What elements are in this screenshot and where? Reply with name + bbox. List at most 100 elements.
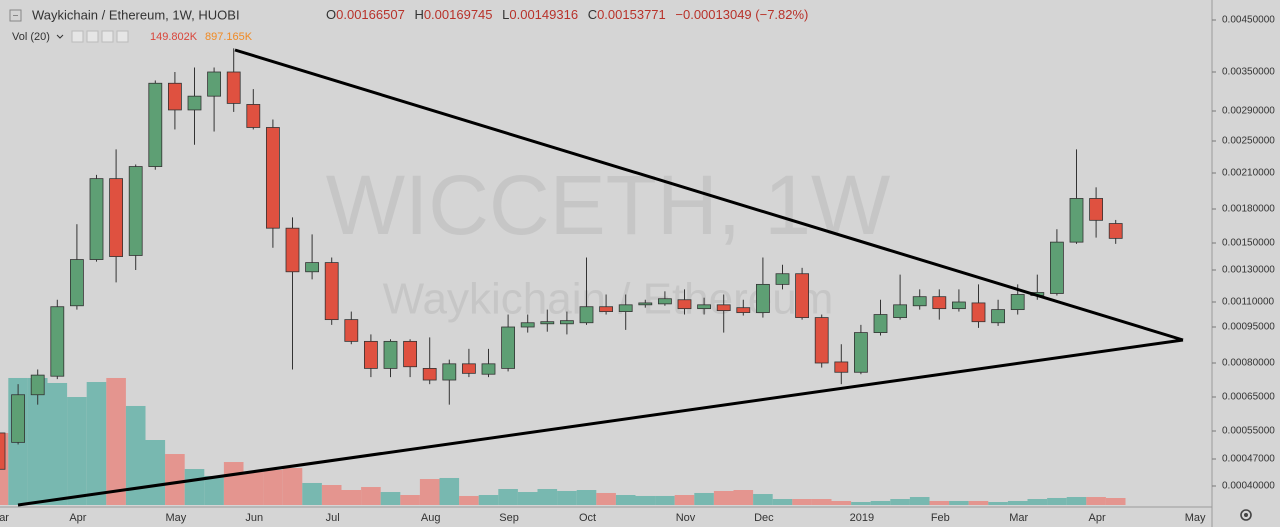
y-axis: 0.00450000 0.00350000 0.00290000 0.00250000…: [1212, 15, 1275, 492]
volume-bar: [361, 487, 381, 505]
candle-body: [618, 304, 633, 312]
candle-body: [305, 262, 320, 273]
volume-bar: [184, 469, 205, 505]
candle-body: [501, 326, 516, 369]
volume-bar: [321, 485, 342, 505]
volume-bar: [1047, 497, 1067, 505]
x-axis: Mar Apr May Jun Jul Aug Sep Oct Nov Dec 2019 Feb Mar…: [0, 512, 1206, 524]
volume-bar: [282, 467, 303, 505]
volume-bar: [596, 492, 616, 505]
candle-body: [599, 306, 613, 312]
candle-body: [795, 273, 809, 318]
candle-body: [70, 259, 84, 307]
candle-body: [383, 340, 398, 369]
candle-body: [638, 302, 653, 306]
volume-bar: [400, 495, 420, 505]
x-tick-label: Nov: [676, 512, 696, 524]
volume-bar: [302, 482, 322, 505]
volume-bar: [498, 489, 518, 505]
candle-body: [226, 71, 241, 104]
candle-body: [128, 166, 143, 256]
volume-bar: [1105, 497, 1126, 505]
ohlc-label: O: [326, 7, 336, 22]
y-tick-label: 0.00065000: [1222, 392, 1275, 403]
ohlc-value: 0.00166507: [336, 7, 405, 22]
dropdown-icon[interactable]: [56, 34, 64, 39]
y-tick-label: 0.00080000: [1222, 358, 1275, 369]
ohlc-value: 0.00149316: [509, 7, 578, 22]
chart-title: Waykichain / Ethereum, 1W, HUOBI: [32, 7, 240, 22]
y-tick-label: 0.00210000: [1222, 168, 1275, 179]
candle-body: [520, 322, 535, 328]
ohlc-value: 0.00153771: [597, 7, 666, 22]
volume-bar: [576, 490, 597, 505]
x-tick-label: Apr: [69, 512, 86, 524]
volume-bar: [968, 500, 989, 505]
volume-bar: [439, 477, 460, 505]
volume-bar: [674, 495, 695, 505]
candle-body: [697, 304, 711, 310]
y-tick-label: 0.00450000: [1222, 15, 1275, 26]
y-tick-label: 0.00350000: [1222, 67, 1275, 78]
candle-body: [716, 304, 731, 311]
x-tick-label: 2019: [850, 512, 874, 524]
candle-body: [11, 394, 26, 443]
x-tick-label: Aug: [421, 512, 441, 524]
volume-bar: [831, 500, 852, 505]
watermark: WICCETH, 1W: [326, 158, 891, 252]
settings-icon[interactable]: [1240, 509, 1252, 521]
x-tick-label: Jul: [326, 512, 340, 524]
volume-bar: [1007, 500, 1028, 505]
candle-body: [1089, 198, 1103, 221]
volume-last: 149.802K: [150, 31, 198, 43]
volume-bar: [733, 490, 754, 505]
icon[interactable]: [86, 30, 99, 43]
volume-bar: [478, 495, 499, 505]
y-tick-label: 0.00250000: [1222, 136, 1275, 147]
collapse-icon[interactable]: [9, 9, 22, 22]
candle-body: [324, 262, 339, 321]
candle-body: [403, 340, 418, 368]
volume-label: Vol (20): [12, 31, 50, 43]
volume-bar: [204, 475, 224, 505]
y-tick-label: 0.00047000: [1222, 454, 1275, 465]
candle-body: [461, 363, 476, 374]
volume-bar: [517, 492, 538, 505]
volume-bar: [47, 382, 68, 505]
volume-bar: [792, 499, 812, 505]
icon[interactable]: [101, 30, 114, 43]
price-axis: [1212, 0, 1280, 527]
candle-body: [0, 432, 6, 470]
y-tick-label: 0.00110000: [1222, 297, 1275, 308]
ohlc-value: 0.00169745: [424, 7, 493, 22]
volume-bar: [615, 495, 636, 505]
x-tick-label: Oct: [579, 512, 596, 524]
ohlc-label: C: [588, 7, 597, 22]
x-tick-label: Mar: [0, 512, 9, 524]
volume-bar: [419, 479, 440, 505]
candle-body: [50, 306, 65, 377]
volume-bar: [86, 382, 107, 505]
candle-body: [756, 283, 770, 313]
volume-bar: [890, 499, 910, 505]
icon[interactable]: [116, 30, 129, 43]
volume-bar: [753, 494, 773, 505]
candle-body: [873, 314, 888, 333]
candle-body: [344, 319, 359, 342]
candle-body: [912, 296, 927, 307]
candle-body: [167, 82, 182, 111]
volume-bar: [949, 500, 969, 505]
volume-bar: [851, 502, 871, 505]
ohlc-readout: O0.00166507 H0.00169745 L0.00149316 C0.0…: [326, 7, 808, 22]
candle-body: [246, 104, 261, 128]
candle-body: [363, 340, 378, 369]
volume-bar: [694, 492, 714, 505]
candle-body: [1010, 294, 1025, 311]
y-tick-label: 0.00290000: [1222, 106, 1275, 117]
y-tick-label: 0.00180000: [1222, 204, 1275, 215]
candle-body: [677, 299, 692, 310]
volume-bar: [811, 499, 832, 505]
candle-body: [265, 127, 280, 229]
icon[interactable]: [71, 30, 84, 43]
